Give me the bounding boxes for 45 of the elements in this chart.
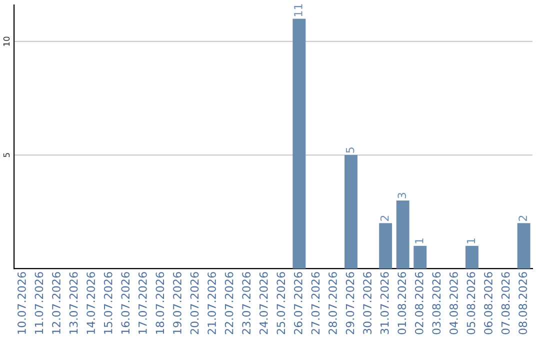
x-tick-label: 21.07.2026 [208,272,216,334]
bar [379,223,392,269]
x-tick-label: 26.07.2026 [294,272,302,334]
x-tick-label: 07.08.2026 [501,272,510,334]
data-label: 1 [466,238,476,244]
x-tick-label: 23.07.2026 [242,272,251,334]
bar [465,246,478,269]
x-tick-label: 12.07.2026 [52,272,60,334]
x-tick-label: 24.07.2026 [259,272,268,334]
data-label: 3 [398,192,406,198]
x-tick-label: 31.07.2026 [380,272,389,334]
data-label: 11 [294,4,302,16]
bar [292,18,306,269]
x-tick-label: 02.08.2026 [414,272,424,334]
x-tick-label: 19.07.2026 [173,272,182,334]
data-label: 2 [380,216,389,221]
data-label: 2 [518,216,527,221]
y-tick-label: 10 [3,36,10,46]
x-tick-label: 03.08.2026 [432,272,441,334]
x-tick-label: 29.07.2026 [346,272,354,334]
bar [344,155,358,269]
x-tick-label: 17.07.2026 [138,272,147,334]
x-tick-label: 16.07.2026 [121,272,130,334]
x-tick-label: 30.07.2026 [363,272,372,334]
x-tick-label: 13.07.2026 [69,272,78,334]
x-tick-label: 04.08.2026 [450,272,458,334]
x-tick-label: 08.08.2026 [518,272,528,334]
data-label: 5 [346,148,354,153]
x-tick-label: 05.08.2026 [466,272,476,334]
x-tick-label: 15.07.2026 [104,272,112,334]
x-tick-label: 20.07.2026 [190,272,199,334]
x-tick-label: 11.07.2026 [34,272,44,334]
x-tick-label: 01.08.2026 [398,272,406,334]
bar [414,246,427,269]
bar [396,200,410,269]
bar [517,223,530,269]
x-tick-label: 10.07.2026 [18,272,26,334]
x-tick-label: 28.07.2026 [328,272,337,334]
x-tick-label: 25.07.2026 [276,272,286,334]
x-tick-label: 22.07.2026 [224,272,234,334]
x-tick-label: 27.07.2026 [311,272,320,334]
x-tick-label: 14.07.2026 [86,272,96,334]
x-tick-label: 06.08.2026 [484,272,492,334]
data-label: 1 [415,238,424,244]
x-tick-label: 18.07.2026 [156,272,164,334]
